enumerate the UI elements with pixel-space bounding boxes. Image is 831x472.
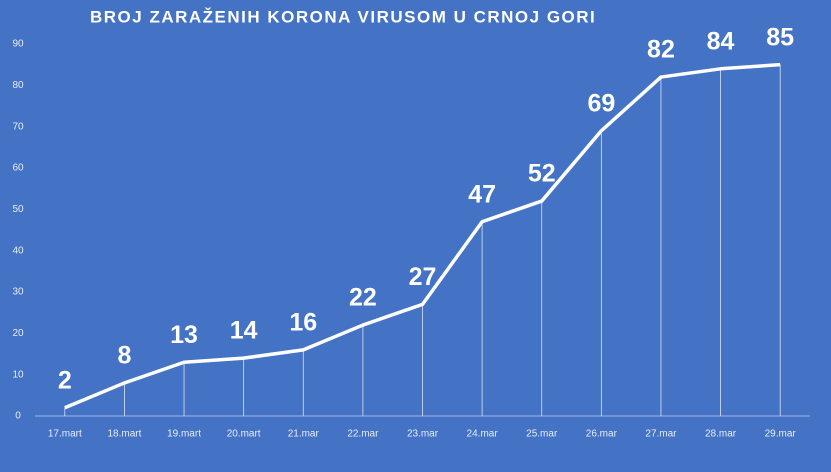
data-label: 84 [707,27,735,55]
x-tick-label: 20.mart [227,429,261,440]
data-label: 82 [647,36,675,64]
x-tick-label: 25.mar [526,429,558,440]
y-tick-label: 50 [12,204,24,215]
y-tick-label: 90 [12,39,24,50]
data-label: 16 [289,308,317,336]
y-tick-label: 20 [12,328,24,339]
x-tick-label: 26.mar [586,429,618,440]
x-tick-label: 28.mar [705,429,737,440]
data-label: 47 [468,180,496,208]
x-tick-label: 19.mart [167,429,201,440]
x-tick-label: 22.mar [347,429,379,440]
y-tick-label: 0 [15,411,21,422]
y-tick-label: 10 [12,369,24,380]
data-label: 13 [170,321,198,349]
x-tick-label: 29.mar [765,429,797,440]
data-label: 69 [587,89,615,117]
y-tick-label: 60 [12,163,24,174]
x-tick-label: 24.mar [467,429,499,440]
data-label: 2 [58,366,72,394]
data-label: 85 [766,23,794,51]
x-tick-label: 21.mar [288,429,320,440]
data-line [64,62,781,410]
x-tick-label: 23.mar [407,429,439,440]
data-label: 52 [528,160,556,188]
chart-title: BROJ ZARAŽENIH KORONA VIRUSOM U CRNOJ GO… [90,7,596,26]
y-tick-label: 40 [12,245,24,256]
y-tick-label: 80 [12,80,24,91]
x-tick-label: 27.mar [645,429,677,440]
x-tick-label: 17.mart [48,429,82,440]
data-label: 8 [117,342,131,370]
y-tick-label: 30 [12,287,24,298]
data-label: 14 [230,317,258,345]
data-label: 22 [349,284,377,312]
y-tick-label: 70 [12,121,24,132]
x-tick-label: 18.mart [107,429,141,440]
data-label: 27 [409,263,437,291]
